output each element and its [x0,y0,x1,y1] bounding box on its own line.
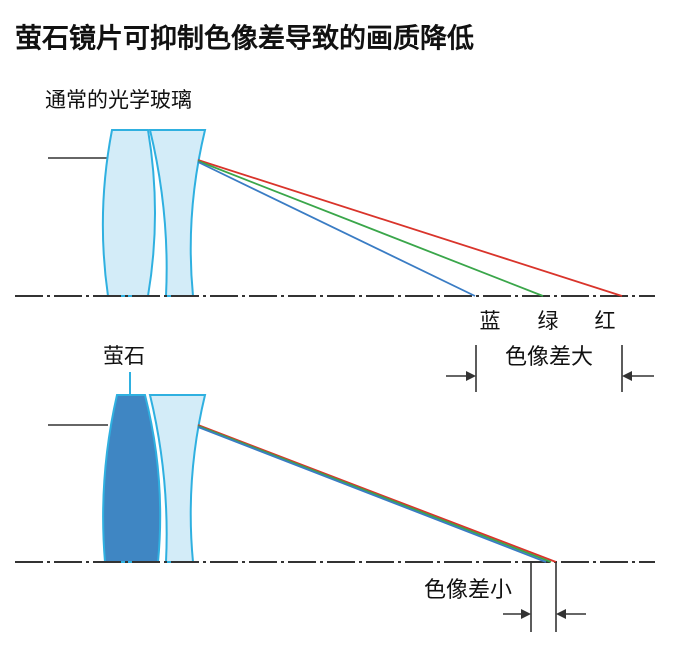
fluorite-label: 萤石 [103,344,145,368]
green-ray [197,425,552,563]
arrow-head [521,609,531,619]
small-aberration: 色像差小 [424,578,512,603]
large-aberration: 色像差大 [505,345,593,370]
title: 萤石镜片可抑制色像差导致的画质降低 [15,23,474,55]
arrow-head [466,371,476,381]
concave-lens [148,129,207,297]
arrow-head [622,371,632,381]
arrow-head [556,609,566,619]
red-ray [197,159,623,297]
green-ray [197,160,544,297]
blue-ray [197,161,476,297]
red-ray [197,424,557,563]
red-label: 红 [595,309,616,333]
blue-ray [197,426,547,563]
convex-lens [101,129,156,297]
fluorite-lens [102,394,162,563]
blue-label: 蓝 [480,309,501,333]
green-label: 绿 [538,309,559,333]
glass-label: 通常的光学玻璃 [45,88,192,112]
